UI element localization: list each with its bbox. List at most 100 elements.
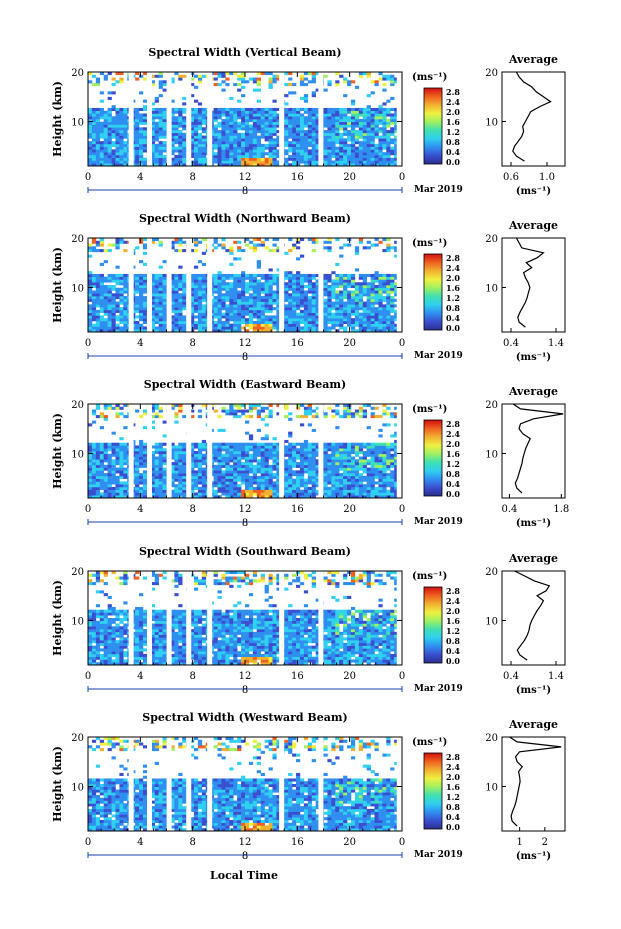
colorbar-tick: 1.6: [446, 283, 460, 293]
colorbar-tick: 2.4: [446, 596, 460, 606]
colorbar-tick: 2.4: [446, 263, 460, 273]
x-tick-label: 0: [399, 338, 405, 349]
colorbar-tick: 0.0: [446, 656, 460, 666]
avg-y-tick: 20: [485, 234, 498, 245]
date-label: Mar 2019: [414, 684, 463, 694]
avg-x-label: (ms⁻¹): [516, 186, 551, 197]
x-tick-label: 12: [239, 338, 252, 349]
y-tick-label: 20: [71, 567, 84, 578]
colorbar-tick: 2.8: [446, 419, 460, 429]
x-tick-label: 12: [239, 837, 252, 848]
x-tick-label: 8: [189, 172, 195, 183]
panel-3: Spectral Width (Southward Beam) 20 10 Heigh…: [51, 545, 566, 696]
colorbar-unit: (ms⁻¹): [412, 404, 447, 415]
colorbar-tick: 0.4: [446, 479, 460, 489]
panel-title: Spectral Width (Northward Beam): [139, 212, 351, 225]
avg-title: Average: [508, 385, 558, 398]
colorbar-unit: (ms⁻¹): [412, 238, 447, 249]
panel-title: Spectral Width (Westward Beam): [142, 711, 347, 724]
y-tick-label: 20: [71, 234, 84, 245]
colorbar-tick: 2.8: [446, 752, 460, 762]
date-marker: 8: [242, 352, 248, 363]
y-axis-label: Height (km): [51, 247, 64, 323]
x-tick-label: 0: [399, 504, 405, 515]
avg-x-label: (ms⁻¹): [516, 518, 551, 529]
avg-frame: [501, 237, 566, 333]
colorbar: [423, 419, 443, 497]
avg-x-tick: 0.4: [503, 338, 519, 349]
avg-profile-line: [512, 403, 564, 494]
x-tick-label: 16: [291, 338, 304, 349]
heatmap-cells: [88, 404, 403, 499]
panel-0: Spectral Width (Vertical Beam) 20 10 Height…: [51, 46, 566, 197]
colorbar-tick: 1.2: [446, 626, 460, 636]
y-axis-label: Height (km): [51, 746, 64, 822]
avg-y-tick: 10: [485, 449, 498, 460]
x-tick-label: 20: [343, 172, 356, 183]
panels: Spectral Width (Vertical Beam)2010Height…: [51, 46, 569, 862]
colorbar-unit: (ms⁻¹): [412, 737, 447, 748]
colorbar-tick: 0.8: [446, 137, 460, 147]
colorbar-tick: 2.8: [446, 586, 460, 596]
colorbar-tick: 0.4: [446, 147, 460, 157]
x-tick-label: 16: [291, 172, 304, 183]
avg-x-tick: 0.4: [501, 504, 517, 515]
x-tick-label: 8: [189, 338, 195, 349]
colorbar-tick: 2.0: [446, 273, 460, 283]
y-axis-label: Height (km): [51, 81, 64, 157]
colorbar-tick: 0.4: [446, 646, 460, 656]
date-marker: 8: [242, 186, 248, 197]
x-tick-label: 20: [343, 837, 356, 848]
x-tick-label: 8: [189, 671, 195, 682]
x-tick-label: 8: [189, 504, 195, 515]
y-tick-label: 10: [71, 449, 84, 460]
date-label: Mar 2019: [414, 850, 463, 860]
colorbar-tick: 1.6: [446, 449, 460, 459]
y-tick-label: 10: [71, 616, 84, 627]
colorbar-tick: 2.4: [446, 429, 460, 439]
avg-x-tick: 0.6: [503, 172, 519, 183]
avg-x-tick: 0.4: [503, 671, 519, 682]
x-tick-label: 0: [399, 671, 405, 682]
heatmap-cells: [88, 571, 403, 666]
panel-2: Spectral Width (Eastward Beam) 20 10 Height…: [51, 378, 569, 529]
colorbar: [423, 253, 443, 331]
colorbar: [423, 752, 443, 830]
colorbar-tick: 0.8: [446, 802, 460, 812]
avg-frame: [501, 570, 566, 666]
avg-profile-line: [514, 570, 551, 661]
x-tick-label: 8: [189, 837, 195, 848]
x-tick-label: 16: [291, 671, 304, 682]
heatmap-cells: [88, 737, 403, 832]
colorbar: [423, 586, 443, 664]
avg-x-label: (ms⁻¹): [516, 851, 551, 862]
colorbar-unit: (ms⁻¹): [412, 72, 447, 83]
colorbar-tick: 0.4: [446, 313, 460, 323]
avg-profile-line: [515, 237, 545, 328]
x-tick-label: 20: [343, 338, 356, 349]
panel-4: Spectral Width (Westward Beam) 20 10 Height…: [51, 711, 566, 862]
avg-y-tick: 10: [485, 283, 498, 294]
avg-y-tick: 20: [485, 733, 498, 744]
avg-title: Average: [508, 53, 558, 66]
date-marker: 8: [242, 518, 248, 529]
x-tick-label: 12: [239, 504, 252, 515]
avg-x-tick: 2: [542, 837, 548, 848]
colorbar-tick: 0.0: [446, 489, 460, 499]
colorbar-tick: 0.0: [446, 157, 460, 167]
colorbar-tick: 2.0: [446, 439, 460, 449]
avg-x-label: (ms⁻¹): [516, 685, 551, 696]
panel-title: Spectral Width (Eastward Beam): [144, 378, 346, 391]
y-tick-label: 10: [71, 782, 84, 793]
colorbar-tick: 1.2: [446, 792, 460, 802]
panel-title: Spectral Width (Vertical Beam): [148, 46, 341, 59]
avg-title: Average: [508, 552, 558, 565]
colorbar-unit: (ms⁻¹): [412, 571, 447, 582]
colorbar-tick: 2.0: [446, 772, 460, 782]
x-tick-label: 4: [137, 837, 143, 848]
colorbar-tick: 2.8: [446, 253, 460, 263]
avg-x-tick: 1.4: [548, 671, 564, 682]
colorbar-tick: 0.0: [446, 822, 460, 832]
colorbar-tick: 2.0: [446, 107, 460, 117]
